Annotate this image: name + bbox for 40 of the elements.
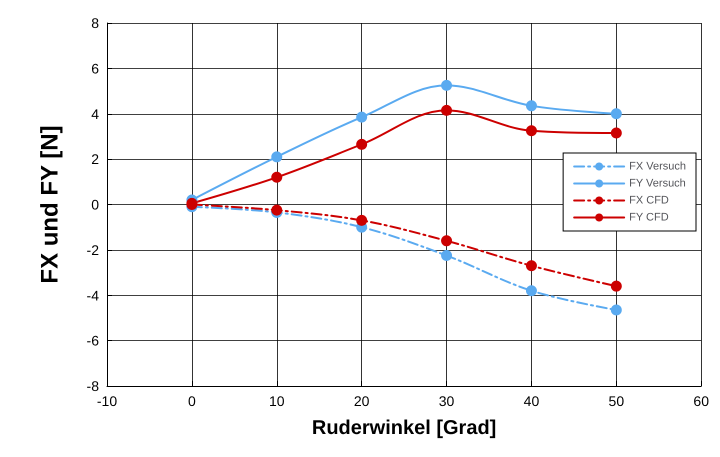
point — [356, 112, 368, 123]
y-tick-label: 8 — [91, 15, 100, 31]
y-tick-label: 0 — [91, 196, 100, 212]
point — [610, 108, 622, 120]
x-tick-label: 40 — [524, 393, 540, 409]
y-tick-label: 4 — [91, 106, 100, 122]
point — [441, 80, 452, 91]
x-tick-label: 0 — [188, 393, 196, 409]
y-tick-label: -8 — [86, 378, 100, 394]
point — [526, 100, 537, 112]
point — [526, 285, 537, 296]
point — [610, 304, 622, 316]
point — [271, 172, 282, 183]
point — [356, 214, 368, 226]
x-tick-label: 20 — [354, 393, 370, 409]
legend-label: FY Versuch — [629, 178, 686, 190]
x-tick-label: 60 — [693, 393, 710, 409]
y-axis-title: FX und FY [N] — [36, 125, 64, 284]
x-tick-label: 50 — [608, 393, 624, 409]
y-tick-label: 2 — [91, 151, 100, 168]
y-tick-label: -6 — [86, 332, 100, 349]
x-tick-label: -10 — [96, 393, 118, 409]
point — [441, 104, 452, 116]
x-axis-title: Ruderwinkel [Grad] — [312, 417, 496, 439]
legend-label: FX CFD — [629, 194, 669, 206]
point — [526, 125, 537, 136]
legend-label: FY CFD — [629, 212, 669, 224]
point — [271, 151, 282, 162]
y-tick-label: 6 — [91, 60, 100, 76]
x-tick-label: 10 — [268, 393, 285, 409]
y-tick-label: -2 — [86, 242, 100, 258]
point — [610, 128, 622, 139]
point — [441, 250, 452, 262]
x-tick-label: 30 — [438, 393, 455, 409]
y-tick-label: -4 — [86, 287, 100, 304]
legend-label: FX Versuch — [629, 160, 686, 172]
point — [526, 260, 537, 272]
point — [356, 138, 368, 150]
point — [610, 280, 622, 292]
point — [441, 235, 452, 246]
